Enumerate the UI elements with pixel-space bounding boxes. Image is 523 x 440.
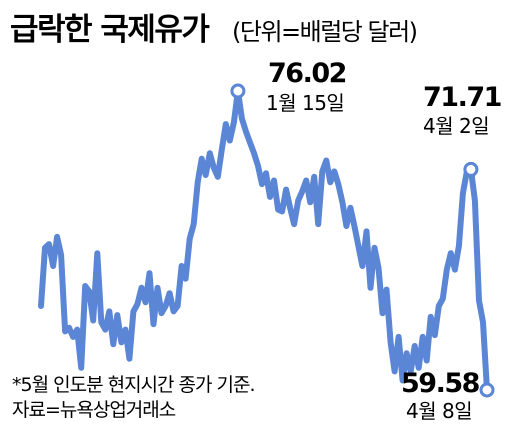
annotation-marker-1 (463, 161, 479, 177)
latest-date-label: 4월 8일 (406, 399, 472, 423)
chart-title: 급락한 국제유가 (10, 12, 210, 48)
annotation-marker-0 (230, 83, 246, 99)
price-line (38, 88, 490, 393)
peak-date-label: 1월 15일 (266, 91, 344, 115)
unit-label: (단위=배럴당 달러) (232, 18, 417, 46)
source-note: 자료=뉴욕상업거래소 (12, 399, 176, 421)
annotation-markers (230, 83, 495, 398)
annotation-marker-2 (479, 382, 495, 398)
recent-high-date-label: 4월 2일 (423, 114, 489, 138)
latest-value-label: 59.58 (401, 368, 480, 399)
peak-value-label: 76.02 (268, 58, 346, 89)
basis-note: *5월 인도분 현지시간 종가 기준. (12, 374, 255, 396)
recent-high-value-label: 71.71 (423, 82, 501, 113)
